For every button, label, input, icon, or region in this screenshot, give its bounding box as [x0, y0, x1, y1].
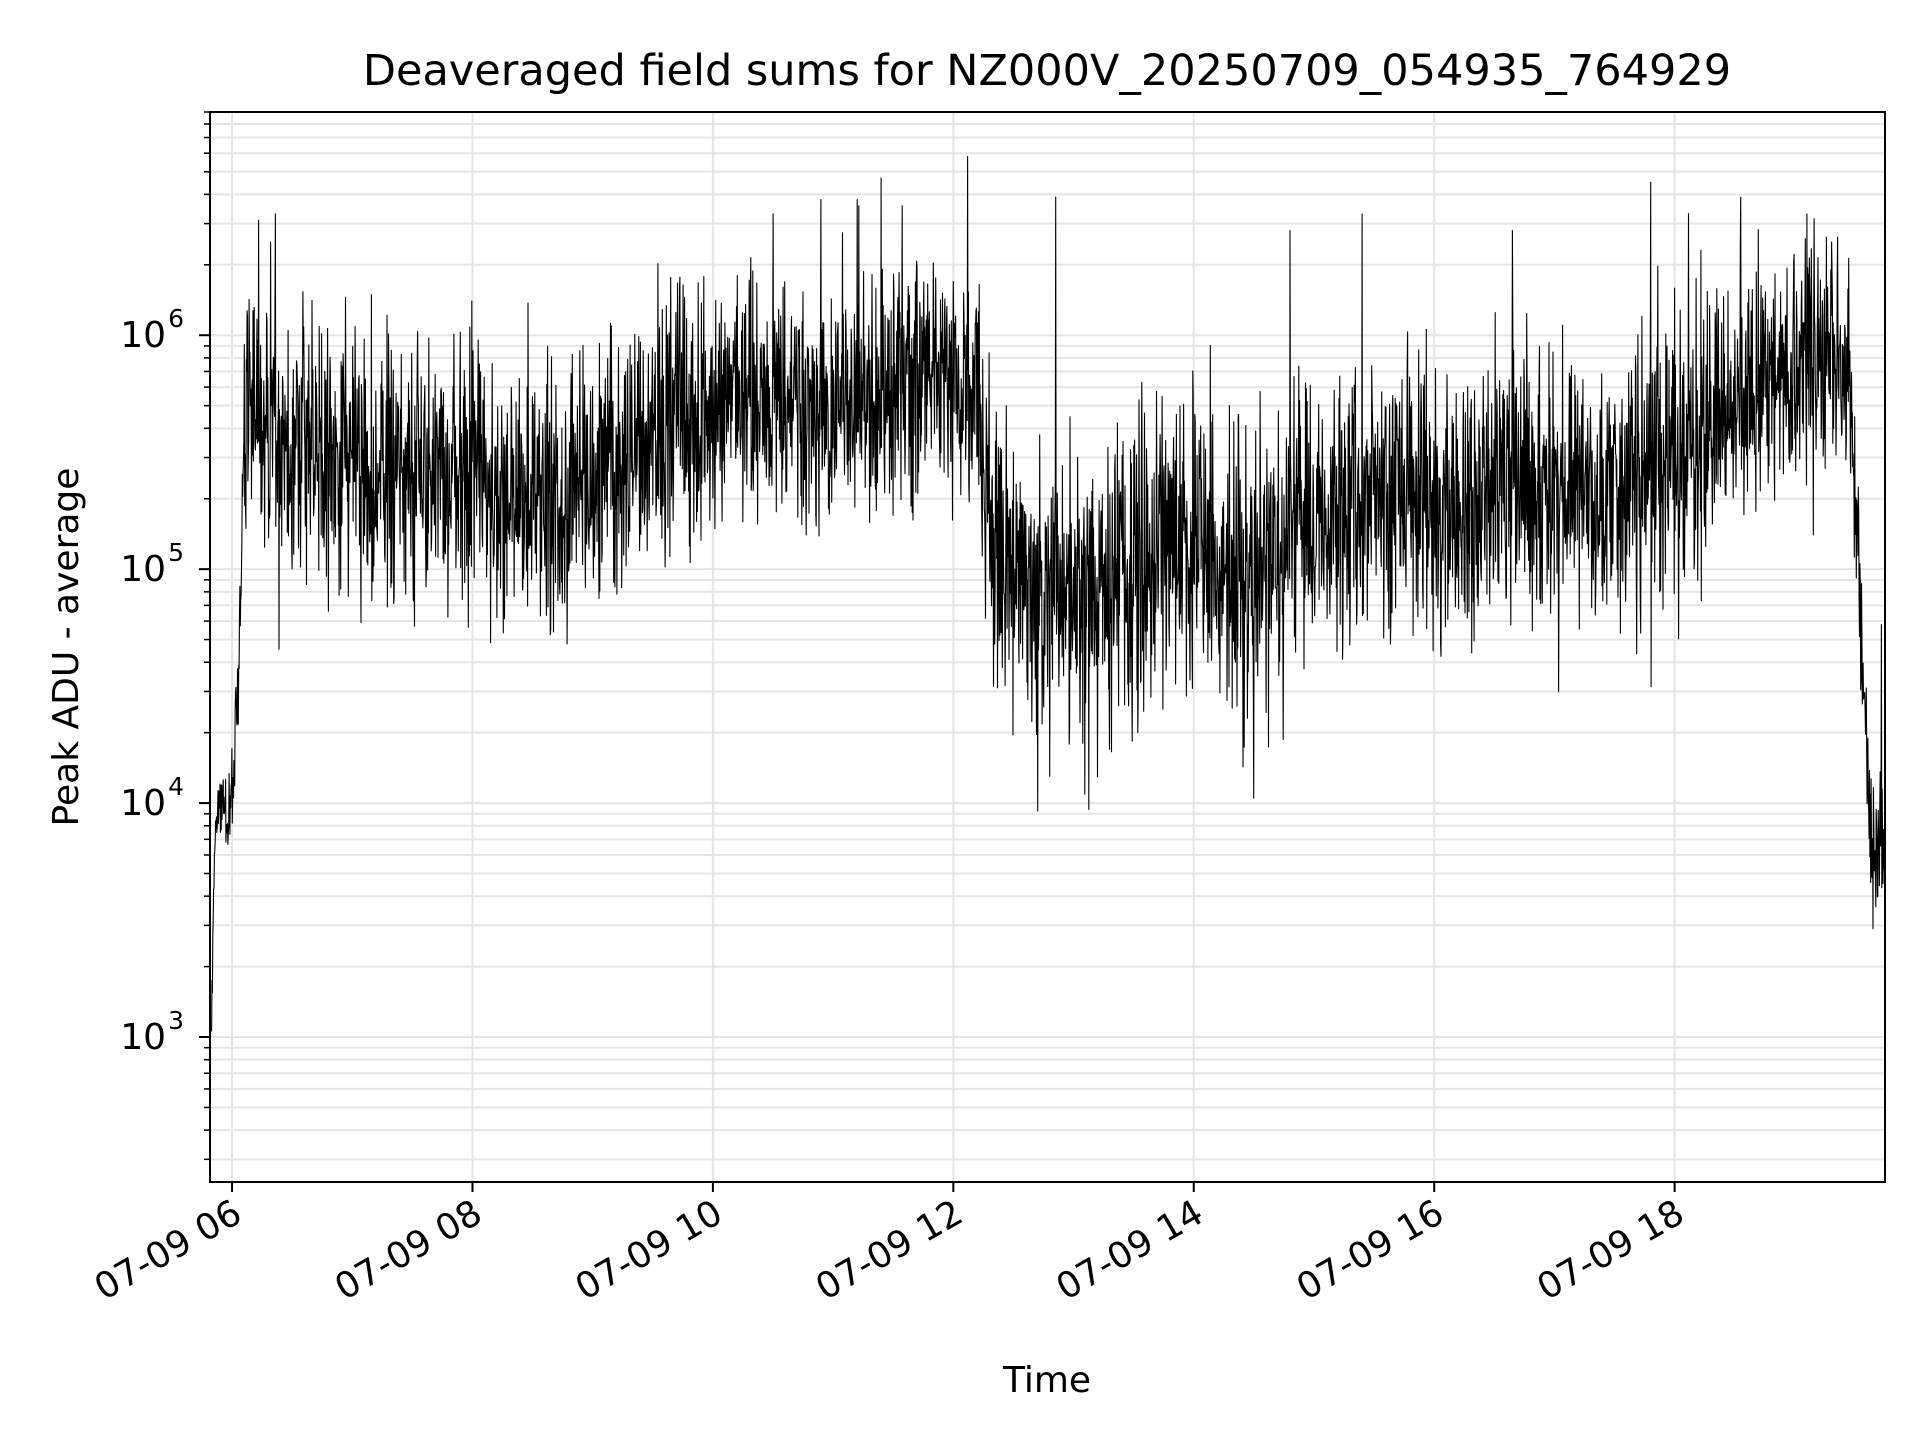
- y-tick-exponent: 4: [168, 772, 184, 801]
- y-tick-exponent: 6: [168, 304, 184, 333]
- y-axis-label: Peak ADU - average: [46, 468, 87, 827]
- series-line: [211, 156, 1886, 1032]
- y-tick-label: 10: [120, 1017, 166, 1058]
- x-axis-label: Time: [1002, 1360, 1091, 1401]
- y-tick-label: 10: [120, 549, 166, 590]
- chart-title: Deaveraged field sums for NZ000V_2025070…: [363, 46, 1731, 96]
- y-tick-label: 10: [120, 315, 166, 356]
- plot-frame: [209, 111, 1886, 1183]
- y-tick-exponent: 3: [168, 1006, 184, 1035]
- y-tick-exponent: 5: [168, 538, 184, 567]
- data-series: [211, 156, 1886, 1032]
- y-tick-label: 10: [120, 783, 166, 824]
